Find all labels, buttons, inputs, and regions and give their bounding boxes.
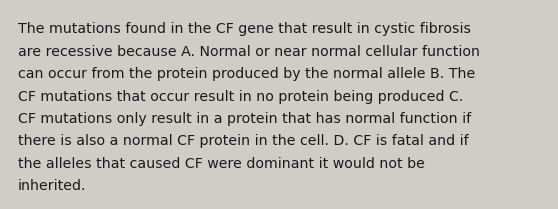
Text: there is also a normal CF protein in the cell. D. CF is fatal and if: there is also a normal CF protein in the… — [18, 135, 469, 149]
Text: the alleles that caused CF were dominant it would not be: the alleles that caused CF were dominant… — [18, 157, 425, 171]
Text: The mutations found in the CF gene that result in cystic fibrosis: The mutations found in the CF gene that … — [18, 22, 471, 36]
Text: inherited.: inherited. — [18, 180, 86, 194]
Text: can occur from the protein produced by the normal allele B. The: can occur from the protein produced by t… — [18, 67, 475, 81]
Text: CF mutations only result in a protein that has normal function if: CF mutations only result in a protein th… — [18, 112, 471, 126]
Text: CF mutations that occur result in no protein being produced C.: CF mutations that occur result in no pro… — [18, 89, 463, 103]
Text: are recessive because A. Normal or near normal cellular function: are recessive because A. Normal or near … — [18, 45, 480, 59]
